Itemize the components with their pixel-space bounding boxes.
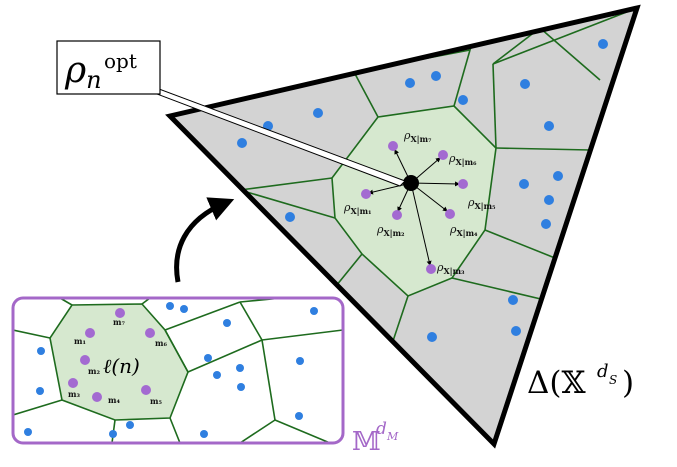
blue-point [544, 121, 554, 131]
cell-label: ℓ(n) [103, 354, 140, 378]
rho-label-m3: ρX|m₃ [436, 261, 465, 276]
manifold-panel: m₁ m₂ m₃ m₄ m₅ m₆ m₇ ℓ(n) [11, 296, 345, 445]
rho-point-m4 [445, 209, 455, 219]
blue-point [237, 383, 245, 391]
rho-label-m5: ρX|m₅ [467, 196, 496, 211]
blue-point [541, 219, 551, 229]
blue-point [200, 430, 208, 438]
manifold-box [11, 296, 345, 445]
callout-superscript: opt [104, 49, 137, 73]
rho-label-m7: ρX|m₇ [403, 129, 432, 144]
blue-point [24, 428, 32, 436]
blue-point [295, 412, 303, 420]
simplex-outline [165, 4, 641, 449]
m5-label: m₅ [150, 396, 162, 406]
rho-label-m4: ρX|m₄ [449, 223, 478, 238]
optimal-callout: ρn opt [56, 40, 406, 187]
blue-point [285, 212, 295, 222]
blue-point [544, 195, 554, 205]
blue-point [109, 430, 117, 438]
rho-point-m5 [458, 179, 468, 189]
m1-point [85, 328, 95, 338]
manifold-voronoi-edges [13, 298, 343, 443]
blue-point [180, 305, 188, 313]
rho-labels: ρX|m₇ ρX|m₆ ρX|m₅ ρX|m₁ ρX|m₂ ρX|m₄ ρX|m… [343, 129, 496, 276]
m6-point [145, 328, 155, 338]
simplex-close-paren: ) [622, 365, 634, 401]
blue-point [126, 421, 134, 429]
manifold-dimension-sub: M [386, 430, 399, 443]
blue-point [431, 71, 441, 81]
m1-label: m₁ [74, 336, 86, 346]
manifold-blue-points [24, 302, 318, 438]
blue-point [236, 364, 244, 372]
blue-point [204, 354, 212, 362]
m4-label: m₄ [108, 395, 120, 405]
simplex-blue-points [237, 39, 608, 342]
blue-point [598, 39, 608, 49]
blue-point [36, 387, 44, 395]
manifold-purple-points [68, 308, 155, 402]
blue-point [553, 171, 563, 181]
m7-point [115, 308, 125, 318]
rho-label-m1: ρX|m₁ [343, 201, 372, 216]
blue-point [237, 138, 247, 148]
callout-label: ρn [64, 50, 102, 94]
simplex-label-text: Δ(𝕏 [527, 365, 586, 401]
optimal-point [403, 175, 419, 191]
rho-point-m6 [438, 150, 448, 160]
blue-point [223, 319, 231, 327]
optimal-region-cell [331, 105, 497, 297]
blue-point [405, 78, 415, 88]
blue-point [458, 95, 468, 105]
m5-point [141, 385, 151, 395]
blue-point [166, 302, 174, 310]
simplex-dimension-sub: S [609, 373, 617, 387]
blue-point [508, 295, 518, 305]
callout-box [56, 40, 161, 95]
m4-point [92, 392, 102, 402]
rho-point-m7 [388, 141, 398, 151]
blue-point [519, 179, 529, 189]
m2-point [80, 355, 90, 365]
blue-point [310, 307, 318, 315]
m3-point [68, 378, 78, 388]
simplex-dimension: d [597, 361, 609, 382]
m7-label: m₇ [113, 317, 125, 327]
conditional-points [361, 141, 468, 274]
blue-point [296, 357, 304, 365]
m-labels: m₁ m₂ m₃ m₄ m₅ m₆ m₇ [68, 317, 167, 406]
blue-point [520, 79, 530, 89]
manifold-dimension: d [376, 419, 387, 439]
m3-label: m₃ [68, 389, 80, 399]
blue-point [37, 347, 45, 355]
blue-point [511, 326, 521, 336]
blue-point [313, 108, 323, 118]
probability-simplex [165, 4, 641, 449]
manifold-label: 𝕄 d M [352, 419, 399, 457]
rho-label-m2: ρX|m₂ [376, 223, 405, 238]
mapping-arrow [174, 197, 235, 283]
blue-point [213, 371, 221, 379]
rho-point-m2 [392, 210, 402, 220]
manifold-symbol: 𝕄 [352, 427, 381, 457]
m6-label: m₆ [155, 338, 167, 348]
simplex-label: Δ(𝕏 d S ) [527, 361, 634, 401]
rho-point-m1 [361, 189, 371, 199]
rho-point-m3 [426, 264, 436, 274]
blue-point [427, 332, 437, 342]
rho-label-m6: ρX|m₆ [448, 152, 477, 167]
m2-label: m₂ [88, 366, 100, 376]
